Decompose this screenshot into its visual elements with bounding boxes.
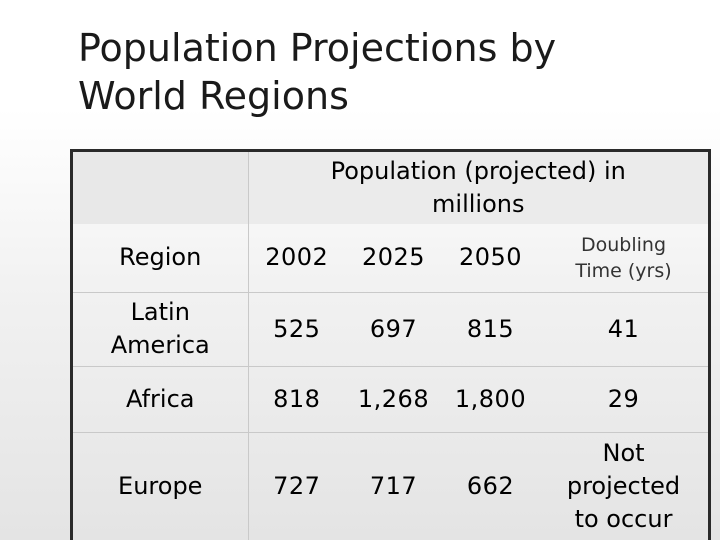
value-2025: 1,268 (357, 384, 430, 413)
table-corner-cell (73, 152, 249, 224)
value-2002: 525 (273, 314, 321, 343)
column-header-doubling-time: Doubling Time (yrs) (539, 224, 708, 292)
population-group-header-line-1: Population (projected) in (330, 157, 626, 185)
value-2050: 815 (466, 314, 515, 343)
table-row: Africa 818 1,268 1,800 29 (73, 366, 709, 432)
slide-title-line-1: Population Projections by (78, 26, 557, 70)
column-header-2050: 2050 (458, 243, 523, 272)
region-cell-latin-america: Latin America (73, 292, 249, 366)
doubling-header-line-2: Time (yrs) (575, 259, 672, 282)
value-doubling-time: 41 (607, 314, 640, 343)
value-2025: 697 (369, 314, 418, 343)
slide-title-line-2: World Regions (78, 74, 349, 118)
value-2025: 717 (369, 471, 418, 500)
doubling-note-line-3: to occur (574, 504, 673, 533)
region-cell-europe: Europe (73, 432, 249, 540)
value-doubling-time: Not projected to occur (539, 432, 708, 540)
value-2002: 818 (273, 384, 321, 413)
population-table: Population (projected) in millions Regio… (70, 149, 711, 540)
population-group-header: Population (projected) in millions (248, 152, 709, 224)
doubling-header-line-1: Doubling (580, 233, 667, 256)
table-row: Europe 727 717 662 Not projected to occu… (73, 432, 708, 540)
region-name-line-2: America (110, 331, 210, 359)
region-cell-africa: Africa (73, 366, 249, 432)
value-doubling-time: 29 (607, 384, 640, 413)
table-row: Latin America 525 697 815 41 (73, 292, 709, 366)
column-header-2002: 2002 (265, 243, 329, 272)
table-header-row-columns: Region 2002 2025 2050 Doubling Time (yrs… (73, 224, 709, 292)
value-2002: 727 (273, 471, 321, 500)
column-header-2025: 2025 (361, 243, 426, 272)
region-name-line-1: Latin (130, 298, 190, 326)
doubling-note-line-2: projected (566, 471, 681, 500)
column-header-region: Region (73, 224, 249, 292)
slide-title: Population Projections by World Regions (78, 24, 698, 120)
doubling-note-line-1: Not (602, 438, 645, 467)
population-group-header-line-2: millions (432, 190, 525, 218)
value-2050: 1,800 (454, 384, 527, 413)
population-table-grid: Population (projected) in millions Regio… (73, 152, 709, 540)
value-2050: 662 (466, 471, 515, 500)
table-header-row-group: Population (projected) in millions (73, 152, 709, 224)
